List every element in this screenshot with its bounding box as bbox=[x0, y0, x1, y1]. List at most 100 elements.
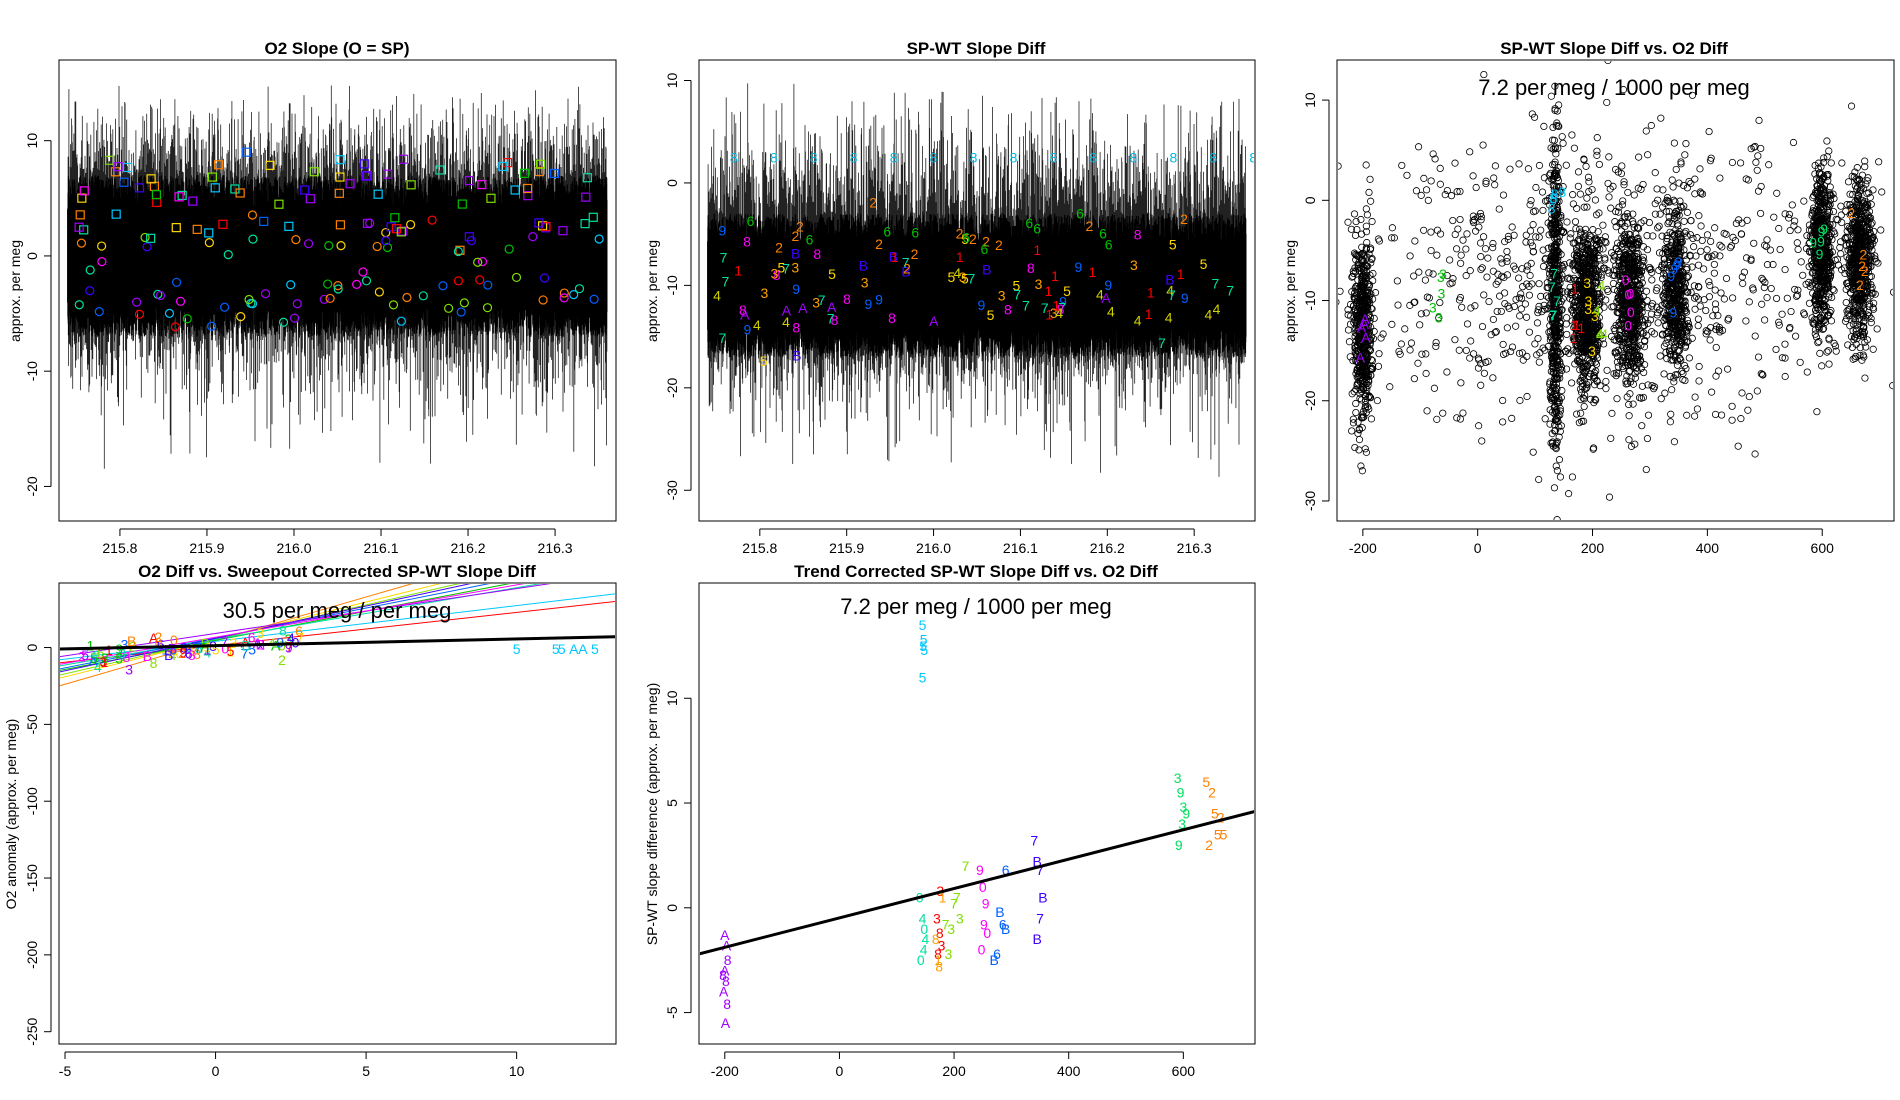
scatter-point bbox=[1548, 295, 1556, 303]
point-label: 4 bbox=[782, 314, 790, 330]
scatter-point bbox=[1674, 244, 1682, 253]
scatter-point bbox=[1778, 354, 1787, 362]
scatter-point bbox=[1583, 322, 1591, 330]
scatter-point bbox=[1742, 254, 1751, 262]
scatter-point bbox=[1491, 181, 1499, 189]
square-marker bbox=[134, 183, 145, 193]
scatter-point bbox=[1588, 297, 1596, 306]
scatter-point bbox=[1793, 239, 1801, 247]
scatter-point bbox=[1653, 311, 1661, 319]
scatter-point bbox=[1582, 225, 1590, 233]
scatter-point bbox=[1680, 217, 1688, 225]
point-label: 8 bbox=[773, 267, 781, 283]
square-marker bbox=[396, 227, 406, 237]
scatter-point bbox=[1620, 178, 1628, 186]
scatter-point bbox=[1650, 330, 1659, 338]
scatter-point bbox=[1591, 196, 1600, 204]
scatter-point bbox=[1791, 285, 1799, 294]
scatter-point bbox=[1552, 166, 1560, 175]
scatter-point bbox=[1370, 327, 1378, 335]
scatter-point bbox=[1624, 298, 1632, 306]
scatter-point bbox=[1352, 399, 1360, 408]
scatter-point bbox=[1867, 314, 1875, 323]
scatter-point bbox=[1338, 287, 1344, 295]
scatter-point bbox=[1614, 334, 1622, 342]
scatter-point bbox=[1515, 274, 1523, 282]
scatter-point bbox=[1432, 342, 1440, 350]
point-label: 7 bbox=[719, 330, 727, 346]
scatter-point bbox=[1788, 201, 1796, 209]
scatter-point bbox=[1660, 370, 1668, 378]
scatter-point bbox=[1510, 262, 1518, 270]
scatter-point bbox=[1604, 61, 1612, 65]
scatter-point bbox=[1630, 223, 1638, 232]
scatter-point bbox=[1641, 337, 1649, 346]
scatter-point bbox=[1776, 245, 1784, 254]
scatter-point bbox=[1661, 199, 1669, 207]
scatter-point bbox=[1371, 289, 1380, 297]
point-label: B bbox=[901, 263, 910, 279]
circle-marker bbox=[220, 302, 230, 312]
scatter-point bbox=[1766, 246, 1774, 254]
circle-marker bbox=[204, 238, 214, 248]
scatter-point bbox=[1848, 211, 1856, 219]
scatter-point bbox=[1358, 286, 1366, 294]
scatter-point bbox=[1811, 214, 1819, 222]
scatter-point bbox=[1622, 380, 1630, 388]
circle-marker bbox=[94, 307, 104, 317]
scatter-point bbox=[1574, 182, 1582, 190]
scatter-point bbox=[1678, 204, 1686, 212]
scatter-point bbox=[1799, 271, 1807, 279]
scatter-point bbox=[1479, 141, 1487, 149]
y-tick-label: 10 bbox=[24, 133, 40, 149]
scatter-point bbox=[1433, 415, 1441, 423]
scatter-point bbox=[1479, 233, 1488, 241]
scatter-point bbox=[1556, 286, 1564, 295]
scatter-point bbox=[1535, 358, 1543, 366]
scatter-point bbox=[1554, 338, 1562, 346]
scatter-point bbox=[1738, 273, 1746, 281]
scatter-point bbox=[1681, 305, 1689, 313]
scatter-point bbox=[1861, 338, 1869, 346]
scatter-point bbox=[1859, 351, 1867, 359]
point-label: 8 bbox=[850, 149, 858, 165]
scatter-point bbox=[1817, 177, 1825, 185]
x-tick-label: 216.2 bbox=[1090, 540, 1125, 556]
circle-marker bbox=[456, 307, 466, 317]
scatter-point bbox=[1889, 382, 1893, 390]
circle-marker bbox=[569, 289, 579, 300]
square-marker bbox=[549, 168, 560, 179]
scatter-point bbox=[1691, 294, 1699, 302]
scatter-point bbox=[1553, 438, 1561, 446]
scatter-point bbox=[1427, 177, 1435, 185]
point-label: 5 bbox=[778, 259, 786, 275]
scatter-point bbox=[1585, 254, 1593, 262]
square-marker bbox=[335, 172, 345, 182]
scatter-point bbox=[1745, 298, 1753, 306]
scatter-point bbox=[1706, 336, 1714, 344]
scatter-point bbox=[1567, 288, 1575, 296]
scatter-point bbox=[1469, 172, 1477, 180]
scatter-point bbox=[1749, 284, 1757, 292]
scatter-point bbox=[1823, 276, 1831, 284]
point-label: 9 bbox=[792, 281, 800, 297]
scatter-point bbox=[1698, 190, 1707, 198]
scatter-point bbox=[1550, 403, 1558, 411]
scatter-point bbox=[1670, 212, 1678, 220]
scatter-point bbox=[1858, 356, 1866, 364]
scatter-point bbox=[1366, 245, 1374, 254]
scatter-point bbox=[1747, 256, 1755, 265]
scatter-point bbox=[1619, 86, 1628, 94]
scatter-point bbox=[1816, 184, 1824, 193]
scatter-point bbox=[1824, 237, 1832, 245]
scatter-point bbox=[1675, 323, 1683, 331]
scatter-point bbox=[1577, 396, 1585, 404]
scatter-point bbox=[1569, 262, 1577, 270]
point-label: 9 bbox=[1059, 294, 1067, 310]
scatter-point bbox=[1456, 215, 1464, 224]
scatter-point bbox=[1582, 303, 1590, 311]
scatter-point bbox=[1541, 415, 1549, 423]
scatter-point bbox=[1663, 315, 1671, 324]
scatter-point bbox=[1627, 354, 1635, 363]
scatter-point bbox=[1362, 161, 1370, 169]
